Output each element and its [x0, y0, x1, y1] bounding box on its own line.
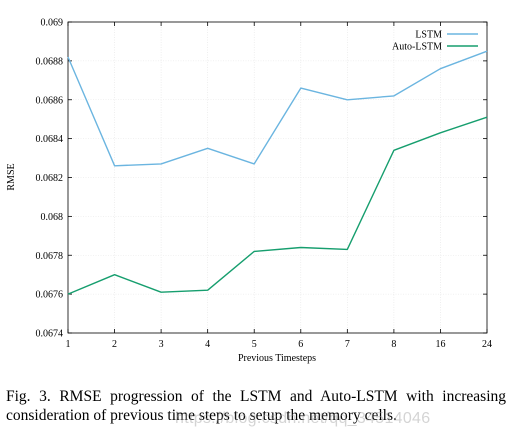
- axis-ticks: 0.0674 0.0676 0.0678 0.068 0.0682 0.0684 0.068…: [36, 18, 493, 351]
- legend-label-lstm: LSTM: [415, 30, 442, 41]
- figure-caption: Fig. 3. RMSE progression of the LSTM and…: [6, 388, 506, 424]
- y-tick-label: 0.0684: [36, 134, 64, 145]
- y-tick-label: 0.069: [41, 18, 64, 29]
- x-tick-label: 3: [159, 339, 164, 350]
- x-tick-label: 7: [345, 339, 350, 350]
- x-axis-label: Previous Timesteps: [238, 353, 316, 364]
- x-tick-label: 4: [205, 339, 210, 350]
- x-tick-label: 6: [298, 339, 303, 350]
- x-tick-label: 24: [482, 339, 492, 350]
- watermark-text: https://blog.csdn.net/qq_34514046: [175, 410, 431, 427]
- rmse-line-chart: 0.0674 0.0676 0.0678 0.068 0.0682 0.0684 0.068…: [6, 18, 493, 365]
- y-tick-label: 0.0674: [36, 329, 64, 340]
- x-tick-label: 1: [66, 339, 71, 350]
- x-tick-label: 16: [435, 339, 445, 350]
- y-tick-label: 0.0678: [36, 251, 64, 262]
- x-tick-label: 2: [112, 339, 117, 350]
- grid-lines: [68, 21, 487, 334]
- y-axis-label: RMSE: [6, 163, 17, 190]
- y-tick-label: 0.0688: [36, 56, 64, 67]
- y-tick-label: 0.068: [41, 212, 64, 223]
- x-tick-label: 8: [391, 339, 396, 350]
- series-lines: [67, 50, 488, 295]
- series-line-lstm: [67, 50, 488, 167]
- y-tick-label: 0.0676: [36, 290, 64, 301]
- series-line-auto-lstm: [67, 116, 488, 295]
- y-tick-label: 0.0686: [36, 95, 64, 106]
- y-tick-label: 0.0682: [36, 173, 64, 184]
- legend-label-auto-lstm: Auto-LSTM: [392, 42, 442, 53]
- x-tick-label: 5: [252, 339, 257, 350]
